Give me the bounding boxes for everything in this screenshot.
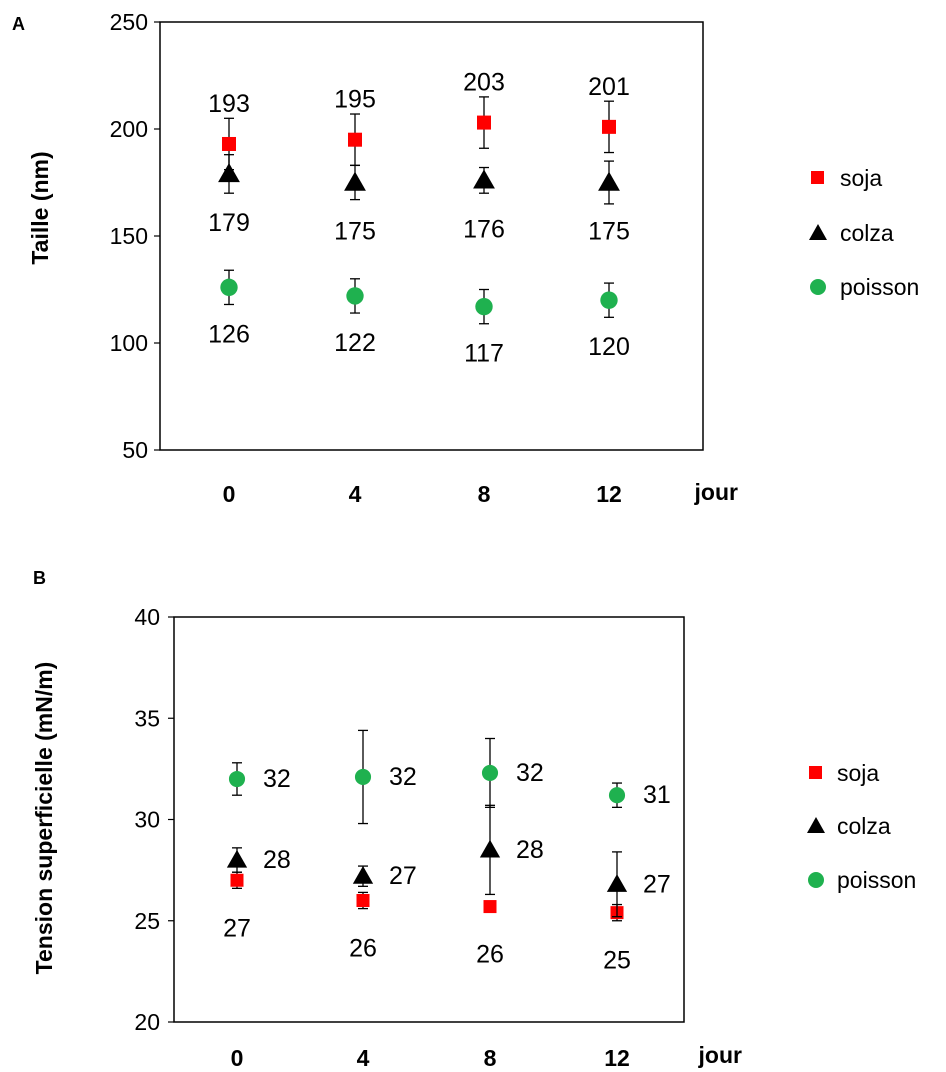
panel-b-legend-colza-label: colza: [837, 813, 891, 839]
panel-a-poisson-point: [600, 291, 618, 309]
panel-a-poisson-data-label: 117: [464, 340, 504, 368]
panel-b-colza-data-label: 28: [263, 846, 291, 874]
panel-a-poisson-point: [346, 287, 364, 305]
panel-a-colza-point: [598, 171, 620, 191]
panel-a-legend-soja-swatch: [811, 171, 824, 184]
panel-a-colza-data-label: 175: [334, 218, 376, 246]
panel-b-legend-poisson-label: poisson: [837, 867, 916, 893]
panel-a-legend: soja colza poisson: [809, 165, 919, 300]
panel-a-poisson-data-label: 126: [208, 320, 250, 348]
panel-b-soja-data-label: 26: [476, 941, 504, 969]
panel-b-colza-point: [226, 849, 248, 868]
panel-b-legend: soja colza poisson: [807, 760, 916, 893]
panel-b-colza-data-label: 27: [643, 870, 671, 898]
panel-a-poisson-point: [475, 297, 493, 316]
panel-b-colza-point: [352, 866, 374, 884]
panel-a-soja-data-label: 195: [334, 86, 376, 114]
panel-a-soja-data-label: 203: [463, 69, 505, 97]
panel-b-poisson-point: [608, 787, 626, 804]
panel-b-colza-point: [479, 839, 501, 858]
panel-b-soja-point: [230, 873, 244, 887]
panel-a-colza-data-label: 179: [208, 209, 250, 237]
panel-b-x-tick-label: 0: [231, 1045, 244, 1071]
panel-a-legend-colza-swatch: [809, 224, 827, 240]
panel-b-legend-soja-swatch: [809, 766, 822, 779]
panel-b-marks: 20 25 30 35 40 0 4 8 12 27 26 26 25 28 27 28 27 32 32 32 31: [134, 604, 670, 1071]
panel-b-poisson-data-label: 32: [389, 763, 417, 791]
panel-a-y-axis-title: Taille (nm): [27, 151, 53, 264]
panel-a-legend-soja-label: soja: [840, 165, 882, 191]
panel-a-legend-colza-label: colza: [840, 220, 894, 246]
panel-a-x-tick-label: 12: [596, 481, 622, 507]
panel-a-soja-point: [602, 119, 616, 134]
panel-a-soja-data-label: 201: [588, 73, 630, 101]
panel-a-legend-poisson-swatch: [810, 279, 826, 295]
panel-b-y-tick-label: 20: [134, 1009, 160, 1035]
panel-a-label: A: [12, 14, 25, 34]
panel-a-marks: 50 100 150 200 250 0 4 8 12 193 195 203 201 179 175 176…: [110, 9, 630, 507]
panel-b-label: B: [33, 568, 46, 588]
panel-b-y-tick-label: 25: [134, 908, 160, 934]
panel-b-soja-point: [356, 894, 370, 907]
panel-b-x-tick-label: 4: [357, 1045, 370, 1071]
panel-b-poisson-data-label: 32: [263, 765, 291, 793]
panel-b-poisson-point: [354, 768, 372, 786]
panel-b-soja-point: [483, 900, 497, 914]
panel-b-legend-soja-label: soja: [837, 760, 879, 786]
panel-b-y-tick-label: 35: [134, 705, 160, 731]
panel-b-poisson-data-label: 31: [643, 781, 671, 809]
panel-b-soja-data-label: 25: [603, 947, 631, 975]
panel-b-y-tick-label: 40: [134, 604, 160, 630]
panel-a-poisson-point: [220, 278, 238, 297]
panel-b-colza-point: [606, 874, 628, 892]
panel-a-poisson-data-label: 122: [334, 329, 376, 357]
panel-a-y-tick-label: 100: [110, 330, 148, 356]
panel-a-y-tick-label: 200: [110, 116, 148, 142]
panel-a-poisson-data-label: 120: [588, 333, 630, 361]
panel-a-soja-point: [222, 136, 236, 151]
panel-b-x-unit-label: jour: [698, 1042, 742, 1068]
panel-a-y-tick-label: 150: [110, 223, 148, 249]
panel-b-soja-data-label: 26: [349, 935, 377, 963]
panel-b: B Tension superficielle (mN/m) jour 20 25…: [31, 568, 916, 1071]
panel-a-x-unit-label: jour: [694, 479, 738, 505]
panel-b-poisson-point: [228, 770, 246, 788]
panel-a-colza-point: [344, 171, 366, 191]
panel-b-legend-colza-swatch: [807, 817, 825, 833]
panel-b-y-tick-label: 30: [134, 807, 160, 833]
panel-a-colza-data-label: 175: [588, 218, 630, 246]
panel-a-legend-poisson-label: poisson: [840, 274, 919, 300]
panel-b-legend-poisson-swatch: [808, 872, 824, 888]
panel-b-poisson-point: [481, 764, 499, 781]
panel-b-x-tick-label: 12: [604, 1045, 630, 1071]
panel-b-x-tick-label: 8: [484, 1045, 497, 1071]
panel-a-y-tick-label: 250: [110, 9, 148, 35]
panel-a-colza-point: [218, 163, 240, 183]
panel-a-x-tick-label: 8: [478, 481, 491, 507]
panel-a: A Taille (nm) jour 50 100 150 200 250 0 4 8 12 19…: [12, 9, 919, 507]
panel-b-y-axis-title: Tension superficielle (mN/m): [31, 662, 57, 975]
panel-b-soja-data-label: 27: [223, 914, 251, 942]
panel-a-soja-point: [348, 132, 362, 147]
panel-a-colza-point: [473, 169, 495, 189]
panel-a-x-tick-label: 4: [349, 481, 362, 507]
panel-a-y-tick-label: 50: [122, 437, 148, 463]
panel-a-soja-data-label: 193: [208, 90, 250, 118]
panel-a-x-tick-label: 0: [223, 481, 236, 507]
panel-a-soja-point: [477, 115, 491, 130]
panel-a-colza-data-label: 176: [463, 215, 505, 243]
panel-b-poisson-data-label: 32: [516, 759, 544, 787]
panel-b-colza-data-label: 28: [516, 836, 544, 864]
panel-b-colza-data-label: 27: [389, 862, 417, 890]
